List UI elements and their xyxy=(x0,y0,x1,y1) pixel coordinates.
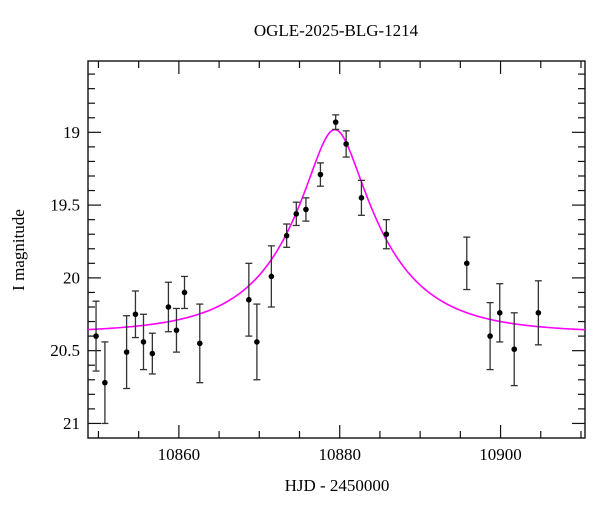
data-point-marker xyxy=(303,206,309,213)
y-tick-label: 19 xyxy=(63,123,80,142)
data-point-marker xyxy=(358,195,365,201)
y-tick-label: 20 xyxy=(63,268,80,287)
data-point xyxy=(172,307,180,353)
data-point xyxy=(332,114,340,131)
x-tick-label: 10880 xyxy=(318,445,361,464)
data-point-marker xyxy=(196,340,203,347)
data-point-marker xyxy=(246,296,252,303)
data-point-marker xyxy=(535,310,542,316)
data-point xyxy=(302,197,310,222)
y-axis-label: I magnitude xyxy=(9,209,28,291)
data-point-marker xyxy=(102,379,108,386)
data-point xyxy=(342,130,350,158)
data-point xyxy=(292,201,300,227)
model-curve xyxy=(87,128,586,331)
y-tick-label: 21 xyxy=(63,414,80,433)
data-points-layer xyxy=(92,114,542,425)
data-point-marker xyxy=(123,349,130,355)
y-tick-label: 20.5 xyxy=(50,341,80,360)
data-point xyxy=(510,312,518,387)
data-point-marker xyxy=(496,310,503,316)
data-point-marker xyxy=(93,333,99,339)
data-point-marker xyxy=(317,171,324,178)
plot-frame xyxy=(87,60,586,439)
data-point-marker xyxy=(181,289,188,296)
data-point-marker xyxy=(463,260,470,267)
x-axis-label: HJD - 2450000 xyxy=(285,476,390,495)
data-point xyxy=(164,281,172,333)
data-point xyxy=(316,162,324,187)
data-point xyxy=(496,283,504,343)
data-point xyxy=(148,332,156,375)
data-point xyxy=(253,303,261,381)
data-point xyxy=(123,315,131,390)
x-tick-label: 10900 xyxy=(479,445,522,464)
axis-tick-labels: 10860 10880 10900 19 19.5 20 20.5 21 xyxy=(50,123,522,464)
data-point-marker xyxy=(268,273,275,280)
data-point xyxy=(382,219,390,250)
data-point xyxy=(534,280,542,346)
data-point xyxy=(486,301,494,371)
data-point xyxy=(139,313,147,371)
data-point xyxy=(357,179,365,216)
data-point-marker xyxy=(165,304,172,310)
data-point-marker xyxy=(173,327,180,334)
data-point-marker xyxy=(283,232,290,239)
plot-title: OGLE-2025-BLG-1214 xyxy=(254,21,419,40)
data-point-marker xyxy=(293,211,300,217)
data-point-marker xyxy=(343,141,349,147)
data-point-marker xyxy=(140,339,147,345)
microlensing-model-curve xyxy=(87,128,586,331)
data-point xyxy=(283,223,291,248)
data-point xyxy=(181,275,189,310)
data-point-marker xyxy=(132,311,139,318)
data-point-marker xyxy=(487,333,493,339)
data-point xyxy=(101,341,109,425)
data-point xyxy=(463,236,471,291)
data-point-marker xyxy=(149,350,156,357)
data-point-marker xyxy=(511,346,518,353)
data-point xyxy=(245,262,253,337)
data-point-marker xyxy=(383,231,390,238)
axis-ticks xyxy=(88,61,585,438)
data-point xyxy=(196,303,204,384)
data-point-marker xyxy=(254,339,260,345)
x-tick-label: 10860 xyxy=(158,445,201,464)
data-point xyxy=(267,245,275,308)
y-tick-label: 19.5 xyxy=(50,196,80,215)
data-point xyxy=(131,290,139,339)
data-point-marker xyxy=(332,119,339,125)
data-point xyxy=(92,300,100,372)
